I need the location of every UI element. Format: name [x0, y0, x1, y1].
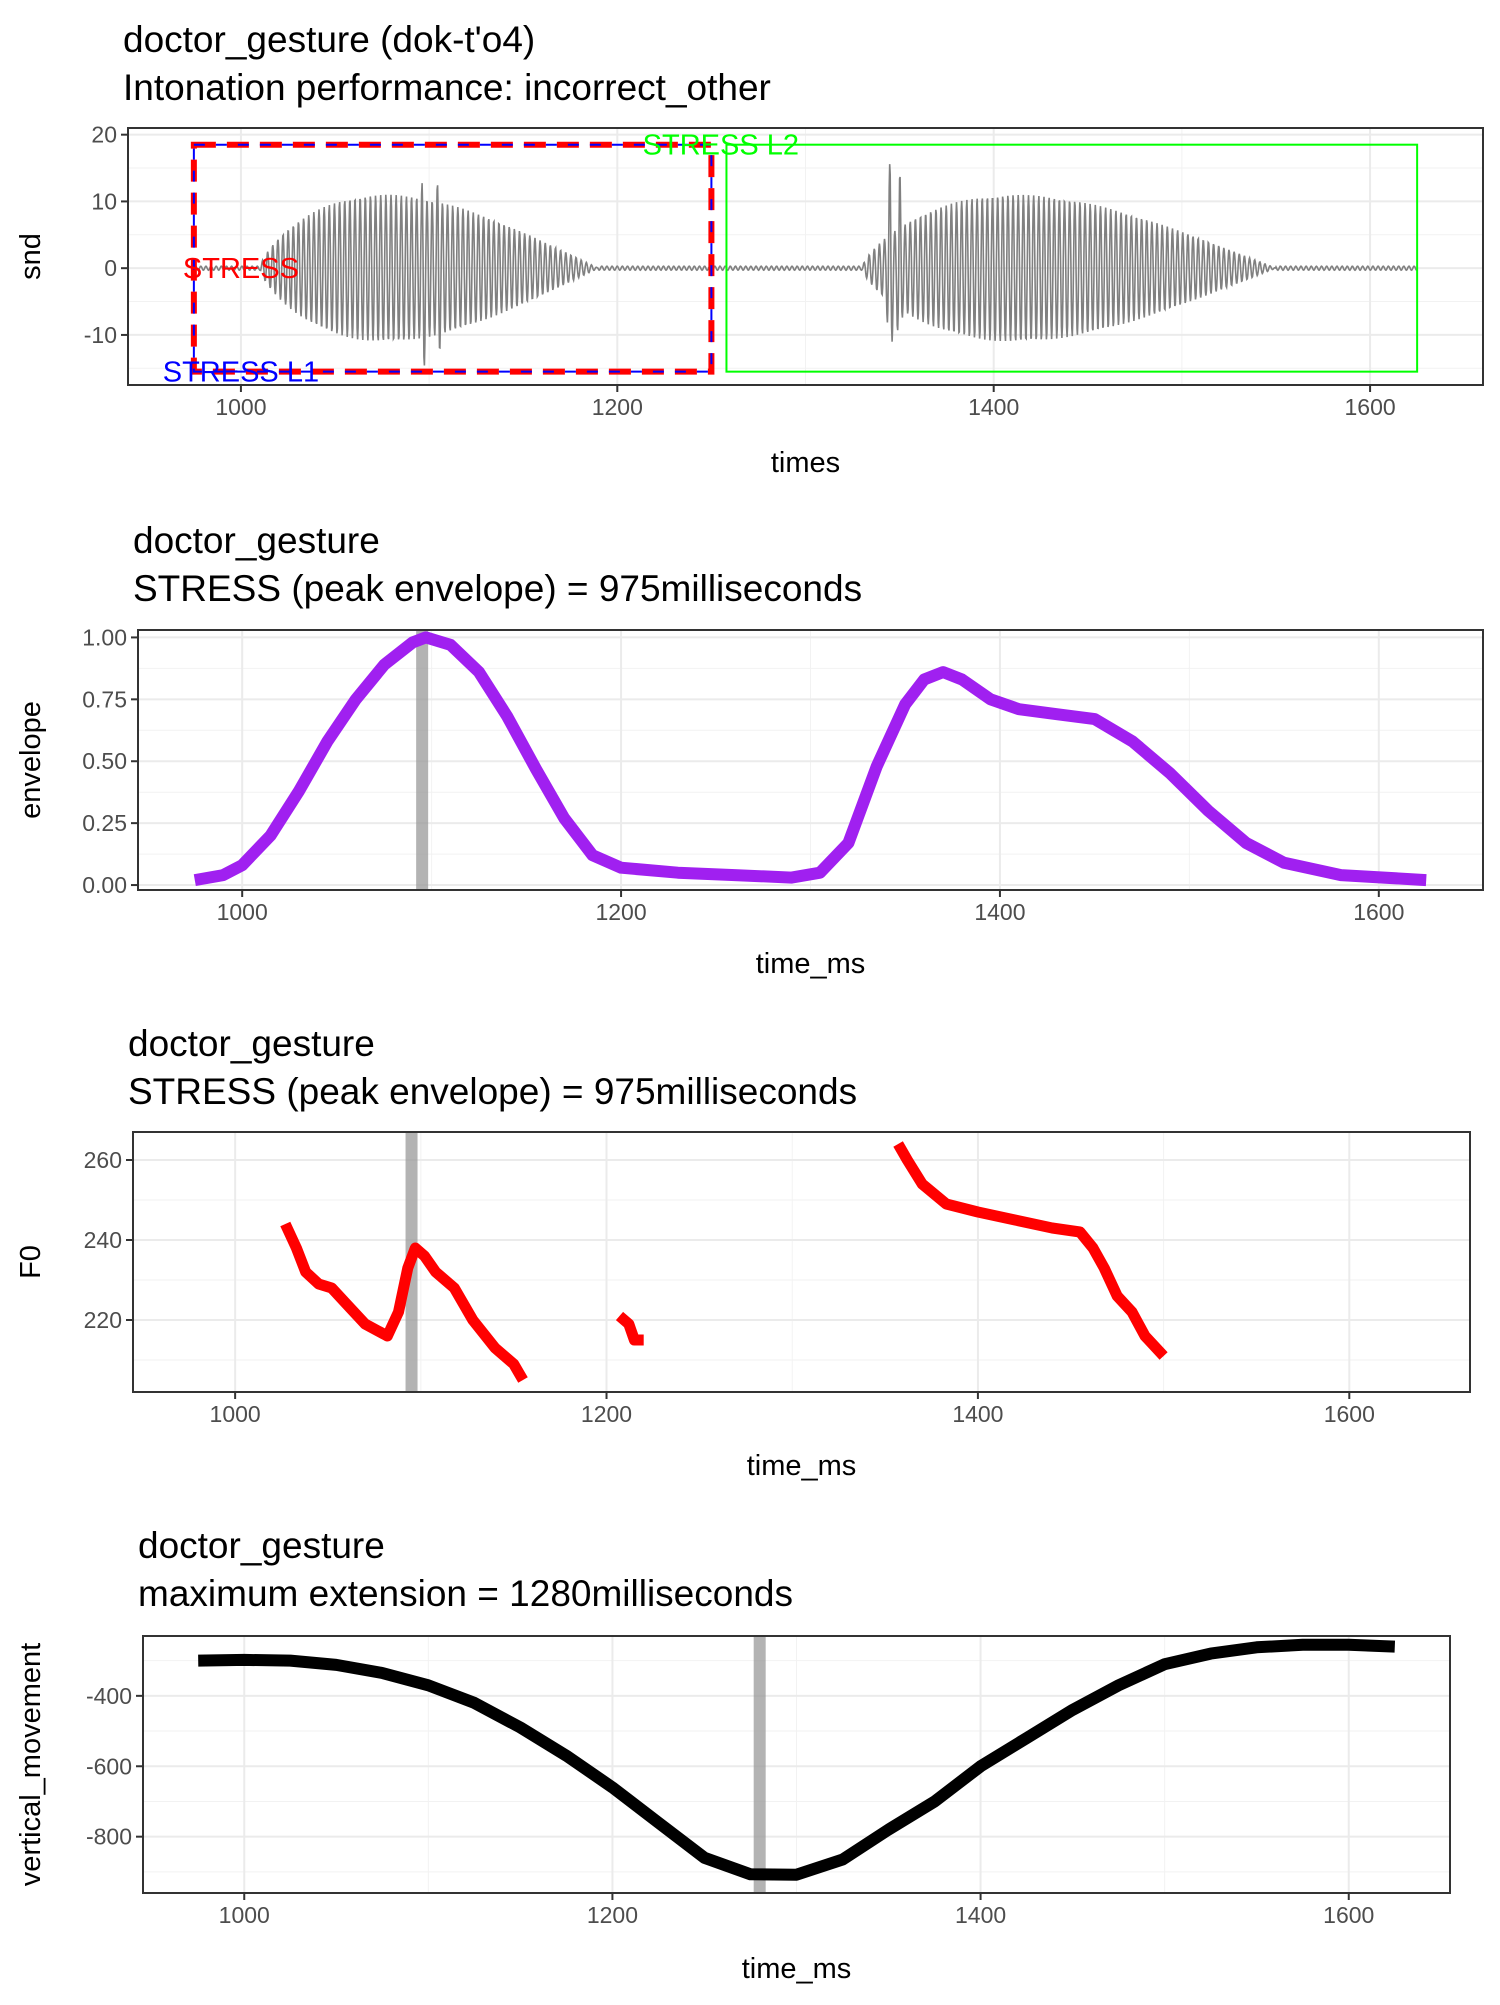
panel-title: doctor_gesture (dok-t'o4) — [123, 19, 535, 60]
annotation-label: STRESS L1 — [163, 357, 319, 389]
y-tick-label: -800 — [86, 1824, 132, 1850]
x-tick-label: 1000 — [215, 394, 266, 420]
x-tick-label: 1400 — [968, 394, 1019, 420]
y-tick-label: 0.00 — [82, 872, 127, 898]
x-tick-label: 1000 — [210, 1401, 261, 1427]
y-tick-label: 0.25 — [82, 810, 127, 836]
y-tick-label: 10 — [91, 188, 117, 214]
y-tick-label: 260 — [84, 1147, 122, 1173]
y-tick-label: -400 — [86, 1683, 132, 1709]
y-axis-title: vertical_movement — [15, 1643, 47, 1886]
panel-1: doctor_gesture (dok-t'o4) Intonation per… — [15, 19, 1483, 479]
x-axis-title: time_ms — [747, 1450, 857, 1482]
y-axis-title: snd — [15, 233, 47, 280]
panel-subtitle: STRESS (peak envelope) = 975milliseconds — [133, 568, 862, 609]
plot-background — [133, 1132, 1470, 1392]
x-axis-title: times — [771, 447, 840, 479]
panel-title: doctor_gesture — [133, 520, 380, 561]
panel-subtitle: Intonation performance: incorrect_other — [123, 67, 771, 108]
y-tick-label: -10 — [84, 322, 117, 348]
y-tick-label: 220 — [84, 1307, 122, 1333]
x-tick-label: 1600 — [1323, 1902, 1374, 1928]
panel-4: doctor_gesture maximum extension = 1280m… — [15, 1525, 1450, 1985]
x-tick-label: 1000 — [217, 899, 268, 925]
x-tick-label: 1600 — [1344, 394, 1395, 420]
y-tick-label: 0 — [104, 255, 117, 281]
panel-subtitle: STRESS (peak envelope) = 975milliseconds — [128, 1071, 857, 1112]
y-tick-label: -600 — [86, 1753, 132, 1779]
x-tick-label: 1200 — [587, 1902, 638, 1928]
x-tick-label: 1600 — [1324, 1401, 1375, 1427]
x-tick-label: 1600 — [1353, 899, 1404, 925]
x-axis-title: time_ms — [756, 948, 866, 980]
x-tick-label: 1200 — [592, 394, 643, 420]
x-tick-label: 1200 — [581, 1401, 632, 1427]
y-tick-label: 0.50 — [82, 748, 127, 774]
x-tick-label: 1200 — [595, 899, 646, 925]
x-tick-label: 1000 — [219, 1902, 270, 1928]
panel-2: doctor_gesture STRESS (peak envelope) = … — [15, 520, 1483, 980]
panel-subtitle: maximum extension = 1280milliseconds — [138, 1573, 793, 1614]
y-tick-label: 0.75 — [82, 686, 127, 712]
y-tick-label: 20 — [91, 122, 117, 148]
x-tick-label: 1400 — [952, 1401, 1003, 1427]
annotation-label: STRESS — [183, 253, 299, 285]
annotation-label: STRESS L2 — [643, 130, 799, 162]
panel-3: doctor_gesture STRESS (peak envelope) = … — [15, 1023, 1470, 1482]
x-tick-label: 1400 — [955, 1902, 1006, 1928]
panel-title: doctor_gesture — [138, 1525, 385, 1566]
y-axis-title: envelope — [15, 701, 47, 819]
y-tick-label: 240 — [84, 1227, 122, 1253]
x-tick-label: 1400 — [974, 899, 1025, 925]
panel-title: doctor_gesture — [128, 1023, 375, 1064]
x-axis-title: time_ms — [742, 1953, 852, 1985]
y-tick-label: 1.00 — [82, 624, 127, 650]
y-axis-title: F0 — [15, 1245, 47, 1279]
